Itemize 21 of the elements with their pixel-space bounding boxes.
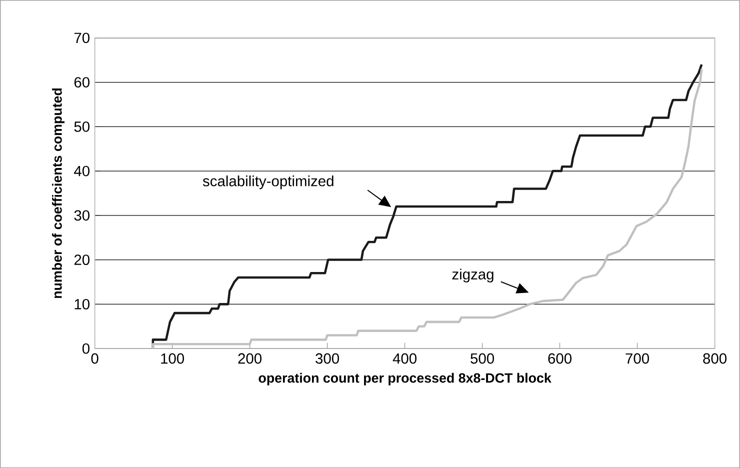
- x-tick-label: 800: [703, 353, 726, 364]
- x-tick-label: 400: [392, 353, 417, 364]
- y-tick-label: 70: [74, 32, 90, 44]
- x-tick-label: 600: [548, 353, 572, 364]
- x-tick-label: 700: [626, 353, 649, 364]
- y-axis-title: number of coefficients computed: [52, 88, 64, 298]
- annotation: scalability-optimized: [202, 175, 334, 190]
- x-tick-label: 0: [91, 353, 98, 364]
- y-tick-label: 50: [74, 121, 90, 132]
- y-tick-label: 60: [74, 77, 90, 88]
- x-axis-title: operation count per processed 8x8-DCT block: [258, 372, 552, 386]
- y-tick-label: 20: [74, 254, 90, 265]
- x-tick-label: 300: [316, 353, 340, 364]
- x-tick-label: 200: [238, 353, 262, 364]
- y-tick-label: 10: [74, 298, 90, 310]
- y-tick-label: 40: [74, 166, 90, 176]
- y-tick-label: 30: [74, 210, 90, 221]
- x-tick-label: 500: [470, 353, 494, 364]
- x-tick-label: 100: [161, 353, 184, 364]
- y-tick-label: 0: [82, 343, 90, 354]
- annotation: zigzag: [452, 268, 494, 282]
